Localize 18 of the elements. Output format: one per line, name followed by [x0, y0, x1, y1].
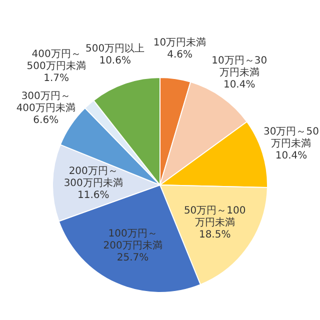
slice-label: 500万円以上 [86, 42, 145, 55]
data-label: 10.4% [223, 79, 256, 90]
slice-label: 10万円未満 [153, 36, 206, 49]
slice-label: 10万円～30万円未満 [212, 55, 268, 78]
data-label: 25.7% [116, 252, 149, 264]
slice-label: 50万円～100万円未満 [184, 205, 246, 228]
data-label: 4.6% [167, 50, 192, 61]
data-label: 10.4% [275, 150, 308, 162]
slice-label: 100万円～200万円未満 [103, 228, 162, 252]
data-label: 6.6% [33, 114, 59, 126]
slice-label: 300万円～400万円未満 [16, 90, 76, 114]
slice-label: 200万円～300万円未満 [64, 166, 123, 190]
data-label: 10.6% [99, 56, 131, 67]
data-label: 18.5% [198, 229, 231, 240]
slice-label: 400万円～500万円未満 [26, 49, 86, 72]
slice-label: 30万円～50万円未満 [264, 126, 319, 150]
data-label: 11.6% [77, 190, 110, 202]
data-label: 1.7% [44, 73, 70, 84]
